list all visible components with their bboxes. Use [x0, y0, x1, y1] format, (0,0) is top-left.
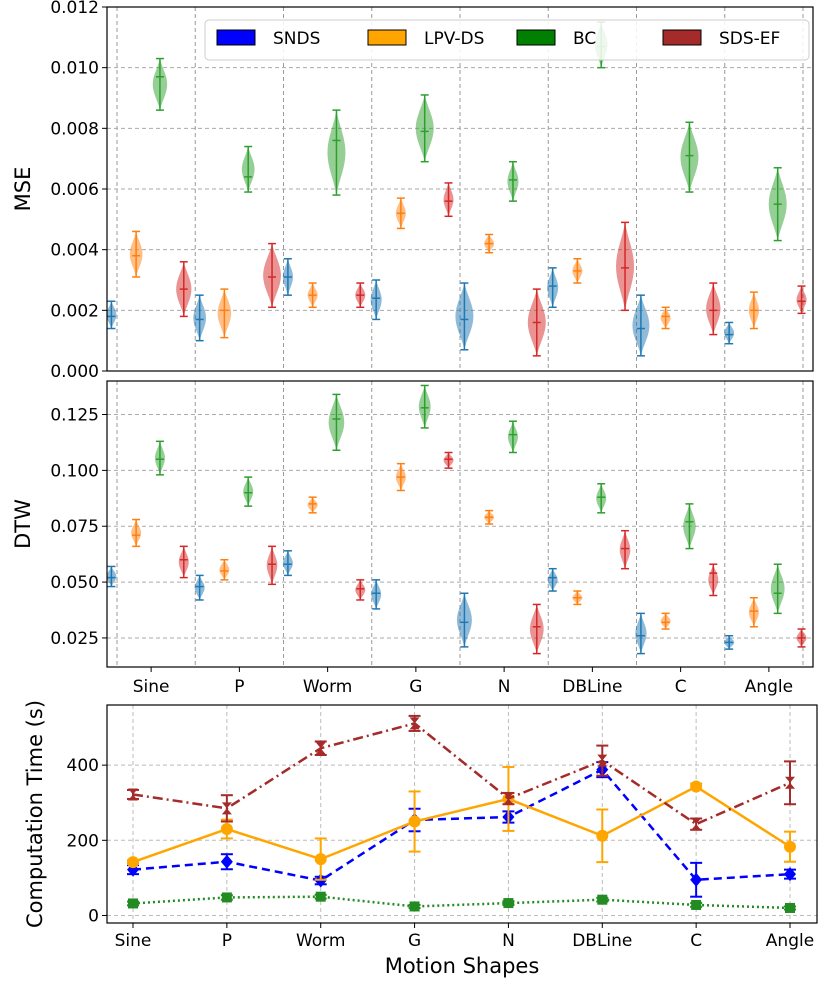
x-tick-label: N	[502, 931, 515, 951]
legend-label: LPV-DS	[424, 29, 484, 49]
data-point	[127, 856, 139, 869]
line-lpv-ds	[132, 785, 791, 864]
data-point	[784, 840, 796, 853]
data-point	[315, 742, 326, 755]
axes-frame	[106, 704, 818, 924]
data-point	[690, 780, 703, 793]
data-point	[503, 898, 514, 909]
data-point	[221, 802, 232, 815]
line-sds-ef	[132, 722, 791, 826]
y-tick-label: 0.075	[50, 517, 99, 537]
legend-label: SDS-EF	[719, 29, 780, 49]
y-tick-label: 0.025	[50, 629, 99, 649]
x-tick-label: C	[690, 931, 702, 951]
x-tick-label: P	[234, 677, 244, 697]
data-point	[597, 754, 608, 767]
x-tick-label: Angle	[766, 931, 814, 951]
x-tick-label: Worm	[296, 931, 345, 951]
data-point	[409, 717, 420, 730]
data-point	[220, 823, 233, 836]
axes-frame	[106, 380, 814, 668]
y-tick-label: 0.008	[50, 119, 99, 139]
x-tick-label: Worm	[303, 677, 352, 697]
legend: SNDS LPV-DS BC SDS-EF	[204, 19, 810, 61]
data-point	[315, 891, 326, 902]
data-point	[596, 829, 609, 842]
time-panel: Sine P Worm G N DBLine C Angle 0 200 400	[67, 704, 818, 951]
x-tick-label: DBLine	[572, 931, 632, 951]
y-tick-label: 400	[67, 756, 99, 776]
y-tick-label: 0.000	[50, 362, 99, 382]
x-tick-label: G	[408, 931, 421, 951]
x-tick-label: C	[675, 677, 687, 697]
x-tick-label: Sine	[133, 677, 170, 697]
y-tick-label: 0	[88, 906, 99, 926]
data-point	[784, 867, 796, 882]
legend-swatch-sds-ef	[662, 29, 702, 46]
data-point	[691, 818, 702, 831]
x-tick-label: P	[222, 931, 232, 951]
data-point	[128, 898, 138, 909]
x-tick-label: DBLine	[562, 677, 622, 697]
y-tick-label: 0.010	[50, 59, 99, 79]
data-point	[503, 792, 514, 805]
data-point	[314, 853, 327, 866]
y-tick-label: 200	[67, 831, 99, 851]
line-snds	[132, 768, 791, 882]
legend-label: SNDS	[273, 29, 320, 49]
y-tick-label: 0.012	[50, 0, 99, 18]
data-point	[785, 776, 795, 789]
dtw-panel: 0.025 0.050 0.075 0.100 0.125 Sine P Worm G N DBLi…	[50, 380, 814, 697]
legend-box	[204, 19, 810, 61]
legend-swatch-lpv-ds	[367, 29, 407, 46]
data-point	[221, 892, 232, 903]
legend-swatch-snds	[216, 29, 256, 46]
time-ylabel: Computation Time (s)	[23, 700, 47, 928]
data-point	[690, 872, 703, 887]
y-tick-label: 0.050	[50, 573, 99, 593]
dtw-ylabel: DTW	[11, 499, 35, 549]
legend-label: BC	[573, 29, 596, 49]
x-tick-label: Sine	[115, 931, 152, 951]
y-tick-label: 0.006	[50, 180, 99, 200]
mse-ylabel: MSE	[11, 167, 35, 212]
x-tick-label: N	[498, 677, 511, 697]
y-tick-label: 0.125	[50, 406, 99, 426]
data-point	[597, 894, 608, 905]
data-point	[409, 901, 420, 912]
data-point	[408, 815, 421, 828]
data-point	[128, 788, 138, 801]
x-tick-label: Angle	[745, 677, 793, 697]
data-point	[785, 902, 795, 913]
y-tick-label: 0.004	[50, 241, 99, 261]
time-xlabel: Motion Shapes	[385, 954, 540, 978]
y-tick-label: 0.100	[50, 461, 99, 481]
data-point	[691, 899, 702, 910]
y-tick-label: 0.002	[50, 301, 99, 321]
x-tick-label: G	[409, 677, 422, 697]
legend-swatch-bc	[516, 29, 556, 46]
axes-frame	[106, 6, 814, 372]
data-point	[220, 854, 233, 869]
